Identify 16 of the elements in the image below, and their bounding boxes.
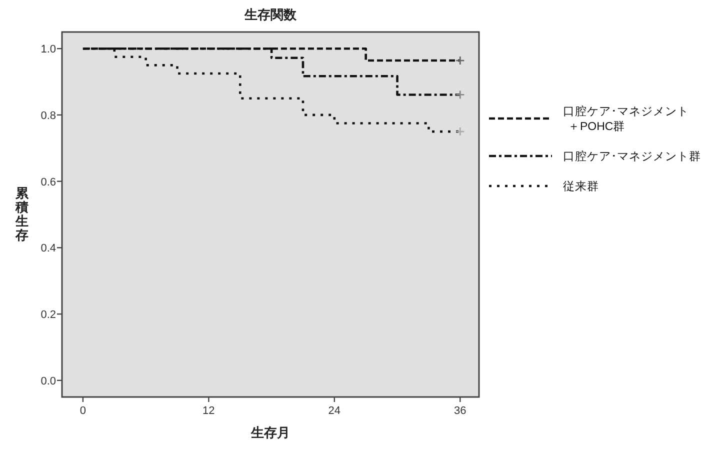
y-tick-label: 0.2 bbox=[40, 309, 56, 322]
y-tick-label: 0.8 bbox=[40, 110, 56, 122]
y-axis-title: 累積生存 bbox=[14, 186, 30, 242]
y-tick-label: 0.6 bbox=[40, 176, 56, 188]
x-tick-label: 24 bbox=[328, 405, 341, 417]
y-tick-label: 0.0 bbox=[40, 375, 56, 388]
x-tick-label: 36 bbox=[454, 405, 466, 417]
text: 口腔ケア･マネジメント群 bbox=[563, 149, 701, 163]
text: 従来群 bbox=[563, 180, 599, 193]
x-axis-title: 生存月 bbox=[250, 425, 290, 440]
x-tick-label: 12 bbox=[202, 405, 215, 417]
x-tick-label: 0 bbox=[80, 405, 86, 417]
chart-title: 生存関数 bbox=[244, 7, 298, 22]
y-tick-label: 0.4 bbox=[40, 242, 56, 255]
y-tick-label: 1.0 bbox=[40, 44, 56, 56]
text: 口腔ケア･マネジメント＋POHC群 bbox=[563, 104, 689, 133]
